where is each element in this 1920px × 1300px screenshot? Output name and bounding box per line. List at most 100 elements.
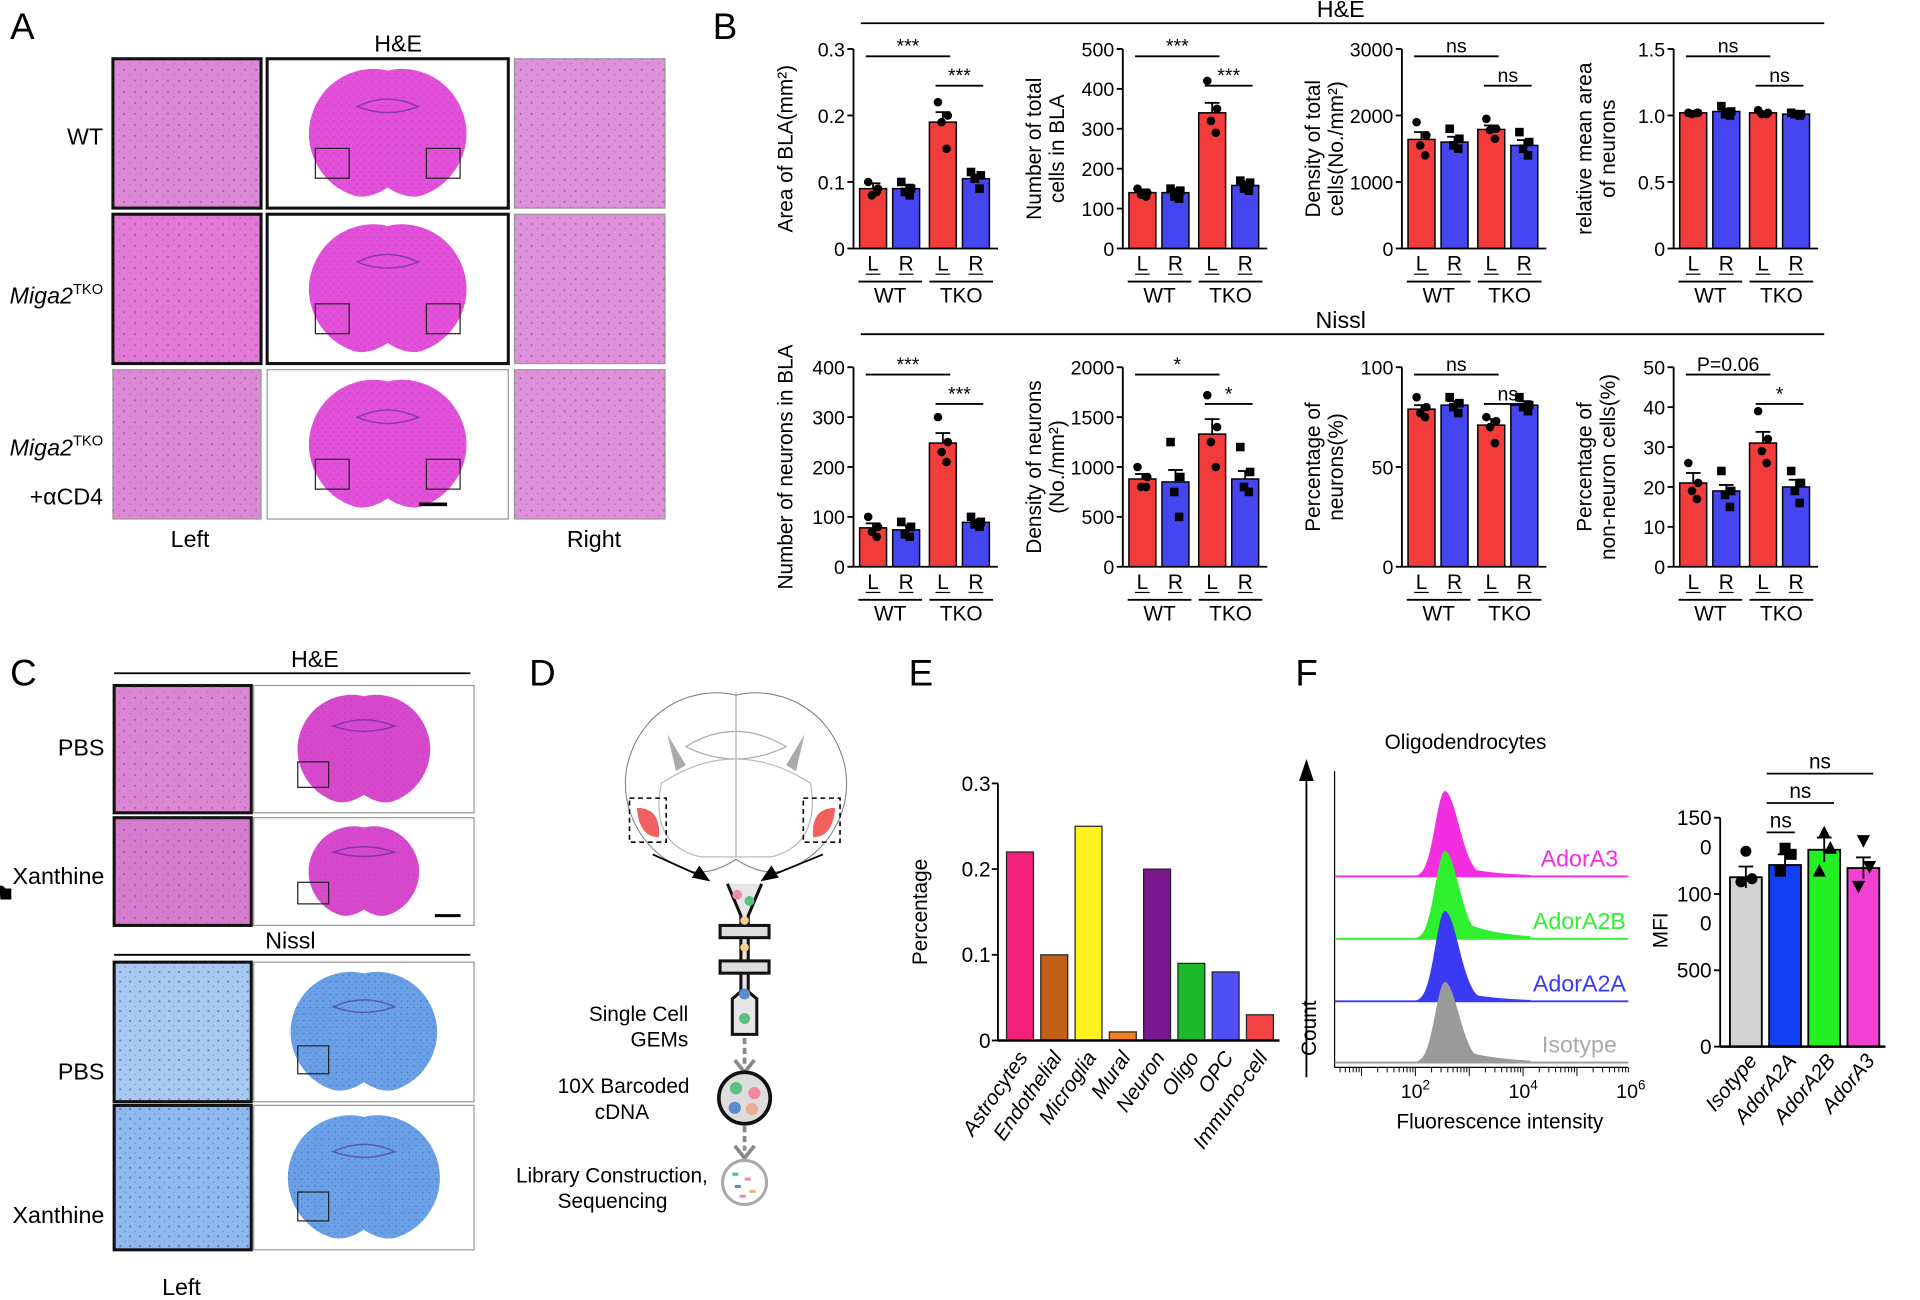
y-axis-label: of neurons	[1597, 100, 1620, 198]
data-point	[966, 167, 976, 177]
data-point	[905, 191, 915, 200]
side-label: L	[1416, 253, 1428, 276]
data-point	[976, 171, 986, 180]
data-point	[1817, 825, 1831, 839]
data-point	[1174, 512, 1184, 522]
data-point	[937, 117, 946, 127]
data-point	[1796, 478, 1806, 488]
data-point	[1515, 392, 1524, 402]
data-point	[1518, 402, 1528, 412]
bar-adora2a	[1768, 864, 1802, 1048]
side-label: R	[1447, 571, 1462, 594]
x-tick-label: 104	[1508, 1077, 1538, 1103]
side-label: L	[867, 253, 879, 276]
data-point	[1717, 466, 1726, 476]
y-tick-label: 3000	[1350, 39, 1394, 61]
roi-box-left	[314, 458, 350, 490]
data-point	[872, 187, 882, 197]
y-tick-label: 20	[1643, 477, 1665, 499]
step2-line2: cDNA	[595, 1101, 649, 1124]
data-point	[1412, 117, 1421, 127]
data-point	[1174, 194, 1184, 203]
data-point	[1518, 144, 1528, 154]
data-point	[943, 437, 953, 447]
data-point	[1202, 390, 1212, 400]
bar-mural	[1108, 1031, 1137, 1042]
bar-chart-b6: 0 500 1000 1500 2000 Density of neurons (No./m…	[1023, 354, 1268, 626]
y-tick-label: 500	[1677, 960, 1712, 983]
panel-e-chart: 00.10.20.3PercentageAstrocytesEndothelia…	[909, 773, 1280, 1153]
data-point	[1141, 192, 1151, 201]
data-point	[1420, 151, 1430, 160]
roi-box-left	[314, 303, 350, 335]
data-point	[1449, 141, 1458, 150]
y-tick-label: 1000	[1071, 457, 1115, 479]
data-point	[1862, 861, 1877, 874]
bar-microglia	[1074, 825, 1103, 1042]
side-label: R	[1789, 253, 1804, 276]
y-tick-label: 30	[1643, 437, 1665, 459]
bar-adora3	[1846, 867, 1881, 1048]
group-label: TKO	[1488, 284, 1531, 307]
data-point	[1415, 141, 1425, 150]
y-tick-label: 2000	[1350, 106, 1394, 128]
y-axis-label: Percentage	[909, 859, 932, 965]
side-label: L	[1485, 571, 1497, 594]
bar	[1128, 191, 1157, 250]
data-point	[1455, 398, 1464, 408]
data-point	[1762, 458, 1771, 468]
x-tick-label: 106	[1616, 1077, 1645, 1103]
data-point	[1812, 863, 1826, 877]
panel-label-a: A	[10, 6, 35, 47]
data-point	[933, 412, 943, 422]
y-tick-label: 100	[1082, 199, 1115, 221]
library-icon	[720, 1158, 769, 1207]
y-tick-label: 0.2	[818, 106, 845, 128]
data-point	[1453, 408, 1463, 418]
y-axis-label: neurons(%)	[1325, 413, 1348, 521]
data-point	[1720, 490, 1730, 500]
y-axis-label: Count	[1298, 1000, 1321, 1056]
data-point	[873, 522, 883, 532]
roi-box-right	[425, 458, 461, 490]
side-label: L	[1137, 571, 1149, 594]
data-point	[966, 512, 976, 522]
side-label: L	[1206, 253, 1218, 276]
data-point	[1692, 494, 1702, 504]
y-axis-label: non-neuron cells(%)	[1597, 374, 1620, 560]
y-tick-label: 300	[812, 407, 845, 429]
panel-c-stain-bottom: Nissl	[265, 928, 315, 954]
data-point	[1169, 487, 1179, 497]
data-point	[970, 520, 979, 529]
data-point	[1856, 835, 1870, 848]
series-label: AdorA3	[1541, 846, 1619, 872]
y-tick-label: 0	[1103, 557, 1114, 579]
bla-left	[636, 807, 660, 838]
side-label: L	[1757, 253, 1769, 276]
y-tick-label: 400	[812, 358, 845, 380]
data-point	[863, 177, 873, 187]
series-label: AdorA2A	[1533, 971, 1627, 997]
significance-label: ns	[1446, 354, 1467, 376]
significance-label: ns	[1497, 65, 1518, 87]
data-point	[942, 144, 951, 154]
data-point	[1485, 125, 1495, 135]
y-tick-label: 500	[1082, 507, 1115, 529]
data-point	[1244, 487, 1254, 497]
panel-d: Single Cell GEMs 10X Barcoded cDNA Libra…	[516, 692, 848, 1213]
data-point	[1785, 848, 1797, 860]
data-point	[905, 532, 915, 542]
panel-label-e: E	[909, 652, 933, 693]
side-label: L	[937, 571, 949, 594]
bar	[1407, 408, 1436, 568]
bar	[928, 121, 958, 250]
data-point	[1746, 873, 1758, 885]
side-label: R	[968, 253, 983, 276]
y-tick-label: 0	[1700, 1036, 1712, 1059]
x-tick-label: Oligo	[1157, 1047, 1204, 1100]
row-label-xanthine-nissl: Xanthine	[13, 1202, 105, 1228]
y-tick-label: 0.3	[962, 773, 991, 796]
data-point	[1726, 486, 1736, 496]
